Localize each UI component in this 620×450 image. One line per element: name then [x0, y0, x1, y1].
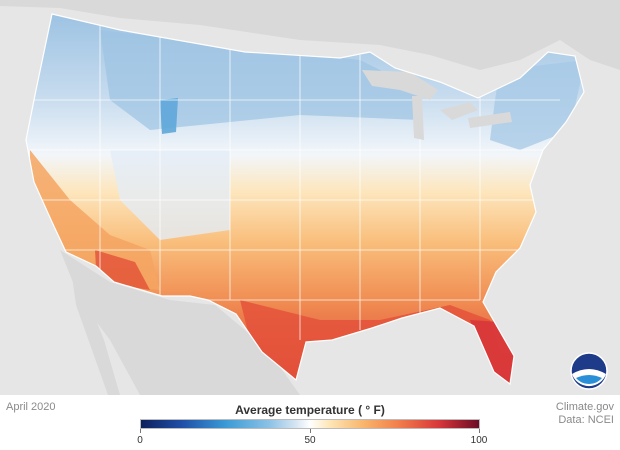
- legend-label-max: 100: [470, 435, 488, 446]
- great-lakes: [362, 70, 512, 140]
- wyoming-cold-spot: [160, 98, 178, 134]
- map-footer: April 2020 Average temperature ( ° F) 0 …: [0, 395, 620, 450]
- florida-hot-region: [470, 320, 515, 384]
- legend-label-min: 0: [137, 435, 143, 446]
- legend-tick-max: [479, 429, 480, 433]
- credit-source: Climate.gov: [555, 401, 614, 413]
- northern-cold-region: [100, 30, 420, 130]
- state-borders: [30, 20, 560, 340]
- legend-label-mid: 50: [304, 435, 316, 446]
- credit-block: Climate.gov Data: NCEI: [556, 401, 614, 427]
- noaa-logo: [570, 352, 608, 390]
- canada-landmass: [0, 0, 620, 70]
- mexico-landmass: [60, 250, 300, 395]
- time-period-label: April 2020: [6, 401, 56, 413]
- legend-tick-min: [140, 429, 141, 433]
- legend-color-bar: [140, 419, 480, 429]
- credit-data: Data: NCEI: [558, 414, 614, 426]
- temperature-map: [0, 0, 620, 395]
- legend-title: Average temperature ( ° F): [235, 403, 385, 417]
- rockies-neutral-region: [110, 150, 230, 240]
- us-outline: [25, 13, 585, 386]
- legend-tick-mid: [310, 429, 311, 433]
- northeast-cold-region: [490, 60, 584, 150]
- baja-landmass: [70, 262, 120, 395]
